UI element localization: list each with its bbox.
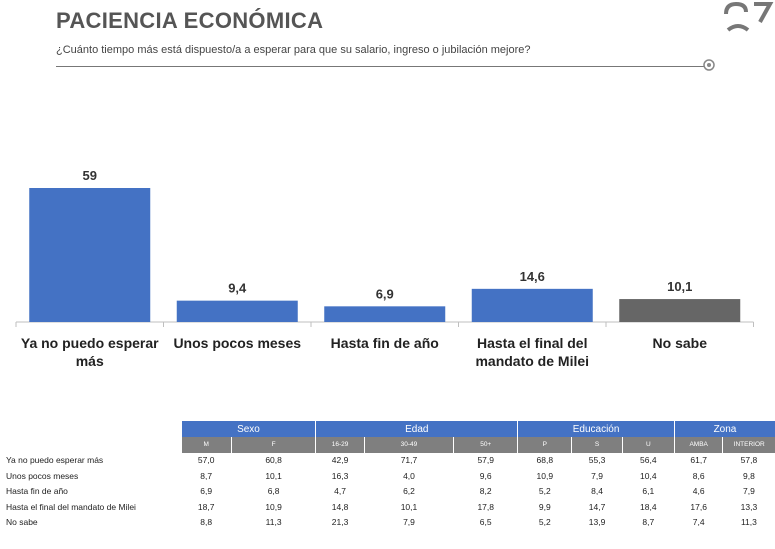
subheader-m: M bbox=[180, 437, 232, 453]
subheader-p: P bbox=[517, 437, 572, 453]
brand-logo-icon bbox=[724, 1, 774, 32]
table-cell: 71,7 bbox=[400, 455, 418, 466]
table-cell: 17,8 bbox=[477, 501, 494, 512]
bar-value-label: 10,1 bbox=[667, 279, 692, 294]
x-axis-category-label: Hasta fin de año bbox=[330, 335, 439, 351]
table-cell: 4,0 bbox=[403, 470, 415, 481]
table-cell: 5,2 bbox=[538, 517, 551, 528]
table-cell: 17,6 bbox=[690, 501, 707, 512]
page-title: PACIENCIA ECONÓMICA bbox=[56, 8, 324, 33]
table-row: Ya no puedo esperar más 57,0 60,8 42,9 7… bbox=[4, 453, 775, 469]
table-cell: 57,8 bbox=[740, 455, 758, 466]
x-axis-category-label: Unos pocos meses bbox=[173, 335, 302, 351]
bar-value-label: 59 bbox=[83, 168, 97, 183]
table-cell: 16,3 bbox=[331, 470, 349, 481]
bar bbox=[176, 300, 298, 322]
table-cell: 13,3 bbox=[740, 501, 758, 512]
table-cell: 9,8 bbox=[743, 470, 755, 481]
table-cell: 10,9 bbox=[536, 470, 554, 481]
table-cell: 5,2 bbox=[538, 486, 551, 497]
table-cell: 10,1 bbox=[265, 470, 282, 481]
table-cell: 4,6 bbox=[692, 486, 705, 497]
subheader-50plus: 50+ bbox=[453, 437, 518, 453]
row-label: Unos pocos meses bbox=[6, 470, 79, 481]
bar bbox=[471, 288, 593, 322]
table-cell: 6,5 bbox=[479, 517, 492, 528]
table-cell: 55,3 bbox=[588, 455, 606, 466]
row-label: No sabe bbox=[6, 517, 38, 528]
table-cell: 21,3 bbox=[331, 517, 349, 528]
table-cell: 8,4 bbox=[591, 486, 603, 497]
table-cell: 57,0 bbox=[197, 455, 215, 466]
table-cell: 8,6 bbox=[692, 470, 705, 481]
table-cell: 6,9 bbox=[200, 486, 213, 497]
table-cell: 11,3 bbox=[265, 517, 282, 528]
table-row: Hasta fin de año 6,9 6,8 4,7 6,2 8,2 5,2… bbox=[4, 484, 775, 500]
table-cell: 6,1 bbox=[642, 486, 655, 497]
group-header-educacion: Educación bbox=[517, 421, 675, 437]
table-cell: 18,7 bbox=[197, 501, 215, 512]
table-cell: 7,9 bbox=[591, 470, 603, 481]
subheader-16-29: 16-29 bbox=[315, 437, 365, 453]
bar bbox=[324, 306, 446, 322]
bar bbox=[29, 188, 151, 322]
table-cell: 9,9 bbox=[538, 501, 551, 512]
subheader-interior: INTERIOR bbox=[722, 437, 775, 453]
subheader-amba: AMBA bbox=[673, 437, 723, 453]
table-cell: 18,4 bbox=[640, 501, 657, 512]
table-cell: 8,7 bbox=[642, 517, 655, 528]
table-cell: 6,8 bbox=[267, 486, 280, 497]
x-axis-category-label: Ya no puedo esperar más bbox=[20, 335, 159, 369]
subheader-f: F bbox=[230, 437, 316, 453]
table-cell: 10,4 bbox=[640, 470, 657, 481]
table-cell: 60,8 bbox=[265, 455, 282, 466]
table-cell: 56,4 bbox=[640, 455, 657, 466]
table-cell: 9,6 bbox=[479, 470, 492, 481]
group-header-sexo: Sexo bbox=[180, 421, 316, 437]
row-label: Hasta el final del mandato de Milei bbox=[6, 501, 136, 512]
table-cell: 42,9 bbox=[331, 455, 349, 466]
table-row: Unos pocos meses 8,7 10,1 16,3 4,0 9,6 1… bbox=[4, 468, 775, 484]
group-header-edad: Edad bbox=[315, 421, 518, 437]
table-cell: 8,8 bbox=[200, 517, 213, 528]
spiral-icon bbox=[703, 59, 715, 71]
table-cell: 13,9 bbox=[588, 517, 606, 528]
bar-value-label: 9,4 bbox=[228, 281, 247, 296]
table-cell: 11,3 bbox=[740, 517, 757, 528]
table-cell: 4,7 bbox=[334, 486, 346, 497]
title-divider bbox=[56, 66, 704, 67]
crosstab-table: Sexo Edad Educación Zona M F 16-29 30-49… bbox=[4, 421, 775, 530]
table-cell: 7,9 bbox=[743, 486, 755, 497]
bar-value-label: 14,6 bbox=[520, 269, 545, 284]
page-subtitle: ¿Cuánto tiempo más está dispuesto/a a es… bbox=[56, 44, 531, 56]
x-axis-category-label: Hasta el final del mandato de Milei bbox=[475, 335, 590, 369]
table-cell: 6,2 bbox=[403, 486, 415, 497]
bar bbox=[619, 299, 741, 322]
table-cell: 10,9 bbox=[265, 501, 282, 512]
table-cell: 68,8 bbox=[536, 455, 554, 466]
table-cell: 57,9 bbox=[477, 455, 494, 466]
subheader-s: S bbox=[571, 437, 623, 453]
table-cell: 61,7 bbox=[690, 455, 707, 466]
bar-chart: 59 9,4 6,9 14,6 10,1 bbox=[15, 168, 754, 327]
group-header-zona: Zona bbox=[673, 421, 775, 437]
table-cell: 7,4 bbox=[692, 517, 705, 528]
subheader-u: U bbox=[621, 437, 675, 453]
table-cell: 7,9 bbox=[403, 517, 415, 528]
table-row: No sabe 8,8 11,3 21,3 7,9 6,5 5,2 13,9 8… bbox=[4, 515, 775, 531]
row-label: Hasta fin de año bbox=[6, 486, 68, 497]
table-row: Hasta el final del mandato de Milei 18,7… bbox=[4, 499, 775, 515]
table-cell: 8,2 bbox=[479, 486, 492, 497]
x-axis-category-label: No sabe bbox=[652, 335, 707, 351]
table-cell: 14,7 bbox=[588, 501, 606, 512]
subheader-30-49: 30-49 bbox=[363, 437, 454, 453]
table-cell: 14,8 bbox=[331, 501, 349, 512]
table-cell: 8,7 bbox=[200, 470, 213, 481]
table-cell: 10,1 bbox=[400, 501, 418, 512]
bar-value-label: 6,9 bbox=[376, 286, 394, 301]
row-label: Ya no puedo esperar más bbox=[6, 455, 104, 466]
